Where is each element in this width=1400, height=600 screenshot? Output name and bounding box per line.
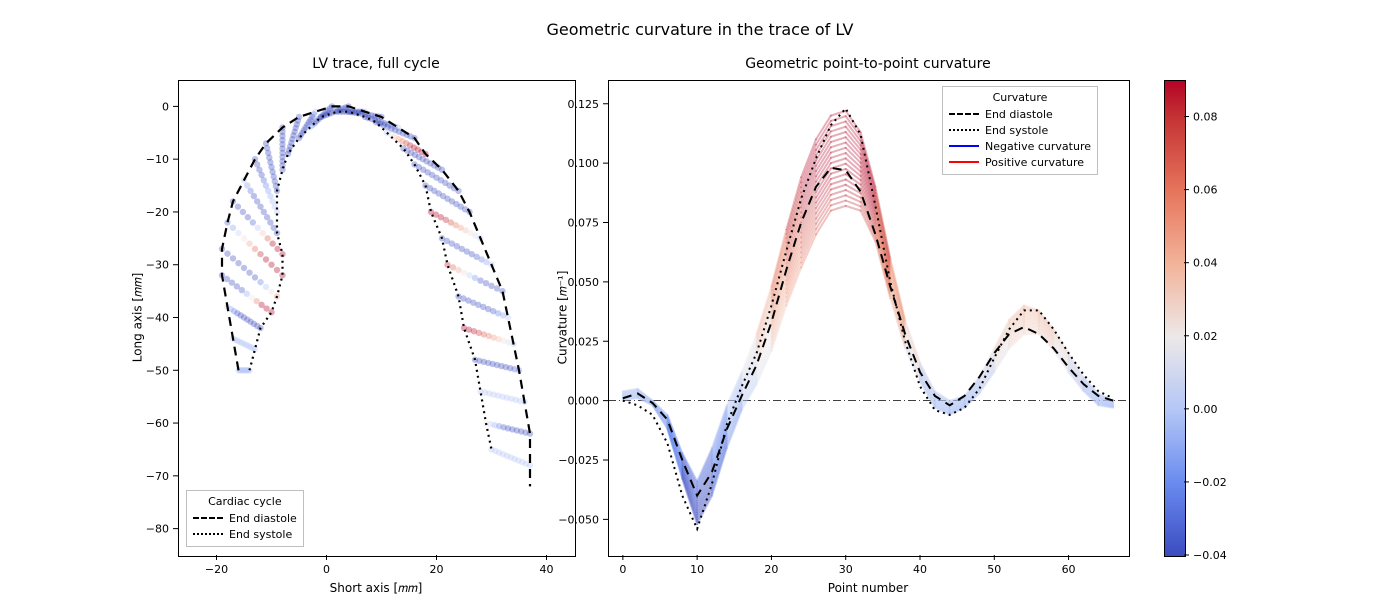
right-title: Geometric point-to-point curvature xyxy=(608,56,1128,72)
svg-text:40: 40 xyxy=(913,563,927,576)
svg-text:0.000: 0.000 xyxy=(568,395,600,408)
svg-text:60: 60 xyxy=(1062,563,1076,576)
svg-text:−0.050: −0.050 xyxy=(558,513,599,526)
svg-text:0.08: 0.08 xyxy=(1193,111,1218,124)
svg-text:0.06: 0.06 xyxy=(1193,184,1218,197)
legend-item: End systole xyxy=(949,122,1091,138)
legend-item: Negative curvature xyxy=(949,138,1091,154)
svg-text:−0.04: −0.04 xyxy=(1193,549,1227,562)
svg-text:−10: −10 xyxy=(146,153,169,166)
svg-text:−60: −60 xyxy=(146,417,169,430)
svg-text:−20: −20 xyxy=(146,206,169,219)
figure-suptitle: Geometric curvature in the trace of LV xyxy=(0,20,1400,39)
right-xlabel: Point number xyxy=(608,581,1128,595)
legend-label: End systole xyxy=(985,124,1048,137)
legend-label: Negative curvature xyxy=(985,140,1091,153)
colorbar-ticks: −0.04−0.020.000.020.040.060.08 xyxy=(1184,80,1264,555)
legend-swatch-red xyxy=(949,161,979,163)
left-plot-svg: −2002040−80−70−60−50−40−30−20−100 xyxy=(178,80,574,555)
svg-text:50: 50 xyxy=(987,563,1001,576)
left-legend: Cardiac cycle End diastole End systole xyxy=(186,490,304,547)
svg-text:−50: −50 xyxy=(146,364,169,377)
svg-text:40: 40 xyxy=(540,563,554,576)
legend-item: Positive curvature xyxy=(949,154,1091,170)
svg-text:−0.025: −0.025 xyxy=(558,454,599,467)
colorbar xyxy=(1164,80,1186,557)
legend-swatch-dotted xyxy=(193,533,223,535)
svg-text:30: 30 xyxy=(839,563,853,576)
svg-text:−40: −40 xyxy=(146,312,169,325)
legend-label: Positive curvature xyxy=(985,156,1084,169)
legend-swatch-blue xyxy=(949,145,979,147)
svg-text:−80: −80 xyxy=(146,523,169,536)
left-xlabel: Short axis [𝑚𝑚] xyxy=(178,581,574,596)
svg-text:0.100: 0.100 xyxy=(568,157,600,170)
legend-label: End diastole xyxy=(985,108,1053,121)
svg-text:20: 20 xyxy=(430,563,444,576)
svg-text:0: 0 xyxy=(162,100,169,113)
svg-text:0.075: 0.075 xyxy=(568,217,600,230)
svg-text:−0.02: −0.02 xyxy=(1193,476,1227,489)
svg-text:0.04: 0.04 xyxy=(1193,257,1218,270)
svg-text:0.02: 0.02 xyxy=(1193,330,1218,343)
left-ylabel: Long axis [𝑚𝑚] xyxy=(131,257,146,377)
svg-text:−70: −70 xyxy=(146,470,169,483)
legend-swatch-dashed xyxy=(949,113,979,115)
legend-swatch-dotted xyxy=(949,129,979,131)
legend-label: End diastole xyxy=(229,512,297,525)
svg-text:−30: −30 xyxy=(146,259,169,272)
svg-text:0.125: 0.125 xyxy=(568,98,600,111)
svg-text:0: 0 xyxy=(323,563,330,576)
svg-text:10: 10 xyxy=(690,563,704,576)
svg-text:−20: −20 xyxy=(205,563,228,576)
right-legend: Curvature End diastole End systole Negat… xyxy=(942,86,1098,175)
right-ylabel: Curvature [𝑚⁻¹] xyxy=(556,252,571,382)
svg-text:0: 0 xyxy=(619,563,626,576)
left-legend-title: Cardiac cycle xyxy=(193,495,297,508)
svg-text:0.025: 0.025 xyxy=(568,335,600,348)
legend-item: End diastole xyxy=(949,106,1091,122)
svg-text:0.050: 0.050 xyxy=(568,276,600,289)
legend-item: End diastole xyxy=(193,510,297,526)
legend-item: End systole xyxy=(193,526,297,542)
svg-text:20: 20 xyxy=(764,563,778,576)
legend-label: End systole xyxy=(229,528,292,541)
right-legend-title: Curvature xyxy=(949,91,1091,104)
legend-swatch-dashed xyxy=(193,517,223,519)
svg-text:0.00: 0.00 xyxy=(1193,403,1218,416)
left-title: LV trace, full cycle xyxy=(178,56,574,72)
